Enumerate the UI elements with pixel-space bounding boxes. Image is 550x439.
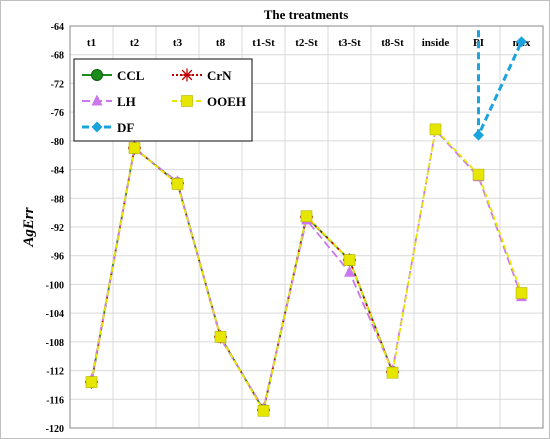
x-tick-label: t1 — [87, 37, 96, 49]
y-tick-label: -120 — [46, 424, 64, 435]
y-tick-label: -92 — [51, 223, 64, 234]
y-tick-label: -68 — [51, 51, 64, 62]
y-tick-labels: -64 -68 -72 -76 -80 -84 -88 -92 -96 -100 -104 -108 -… — [46, 22, 64, 435]
data-point — [515, 287, 528, 299]
x-tick-label: inside — [422, 37, 450, 49]
legend-label-ooeh: OOEH — [207, 94, 246, 109]
y-tick-label: -104 — [46, 309, 64, 320]
y-tick-label: -64 — [51, 22, 64, 33]
y-tick-label: -116 — [46, 395, 64, 406]
legend-marker-ooeh — [181, 95, 193, 107]
legend-box — [73, 58, 253, 142]
data-point — [472, 168, 485, 181]
x-tick-label: t8-St — [381, 37, 404, 49]
data-point — [85, 376, 98, 388]
data-point — [473, 129, 484, 141]
y-tick-label: -100 — [46, 280, 64, 291]
series-markers — [85, 36, 528, 417]
y-axis-label: AgErr — [21, 207, 37, 247]
data-point — [386, 366, 399, 379]
legend-label-crn: CrN — [207, 68, 232, 83]
data-point — [214, 331, 227, 343]
data-point — [257, 404, 270, 417]
y-tick-label: -84 — [51, 166, 64, 177]
legend-label-ccl: CCL — [117, 68, 145, 83]
legend-marker-ccl — [91, 69, 103, 81]
legend: CCL CrN LH OOEH DF — [73, 58, 253, 142]
data-point — [343, 254, 356, 266]
x-tick-label: t1-St — [252, 37, 275, 49]
data-point — [429, 123, 442, 136]
plot-area — [69, 25, 544, 429]
y-tick-label: -76 — [51, 108, 64, 119]
y-tick-label: -80 — [51, 137, 64, 148]
legend-marker-lh — [91, 94, 103, 106]
y-tick-label: -88 — [51, 194, 64, 205]
y-tick-label: -72 — [51, 79, 64, 90]
x-tick-label: t3-St — [338, 37, 361, 49]
legend-marker-crn — [180, 68, 194, 82]
data-point — [171, 178, 184, 190]
chart-title: The treatments — [264, 7, 349, 22]
legend-label-lh: LH — [117, 94, 136, 109]
x-tick-label: t3 — [173, 37, 183, 49]
legend-label-df: DF — [117, 120, 134, 135]
data-point — [344, 265, 355, 277]
x-tick-label: t8 — [216, 37, 226, 49]
y-tick-label: -108 — [46, 338, 64, 349]
y-tick-label: -96 — [51, 252, 64, 263]
data-point — [128, 142, 141, 154]
data-point — [516, 36, 527, 48]
x-tick-label: t2 — [130, 37, 140, 49]
x-tick-label: t2-St — [295, 37, 318, 49]
legend-marker-df — [91, 121, 103, 133]
data-point — [300, 210, 313, 223]
y-tick-label: -112 — [46, 367, 64, 378]
